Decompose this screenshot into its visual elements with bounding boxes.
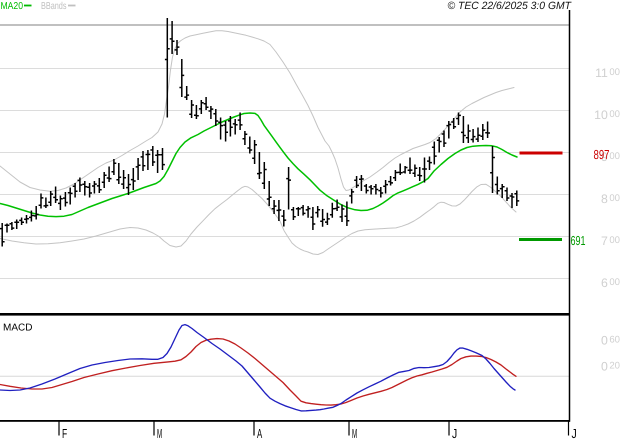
svg-text:J: J <box>572 426 577 440</box>
svg-text:M: M <box>157 426 162 440</box>
svg-text:© TEC 22/6/2025 3:0 GMT: © TEC 22/6/2025 3:0 GMT <box>448 0 573 12</box>
svg-text:MA20: MA20 <box>1 1 24 12</box>
svg-text:MACD: MACD <box>3 323 32 334</box>
svg-text:900: 9 00 <box>601 150 620 164</box>
svg-text:J: J <box>452 426 457 440</box>
svg-text:060: 0 60 <box>601 334 620 348</box>
svg-text:BBands: BBands <box>41 1 67 12</box>
svg-text:700: 7 00 <box>601 234 620 248</box>
svg-text:691: 691 <box>571 233 586 248</box>
svg-text:600: 6 00 <box>601 276 620 290</box>
svg-text:F: F <box>62 426 67 440</box>
svg-text:800: 8 00 <box>601 192 620 206</box>
svg-text:897: 897 <box>594 147 610 162</box>
svg-text:020: 0 20 <box>601 360 620 374</box>
svg-text:A: A <box>257 426 262 440</box>
svg-text:M: M <box>352 426 357 440</box>
